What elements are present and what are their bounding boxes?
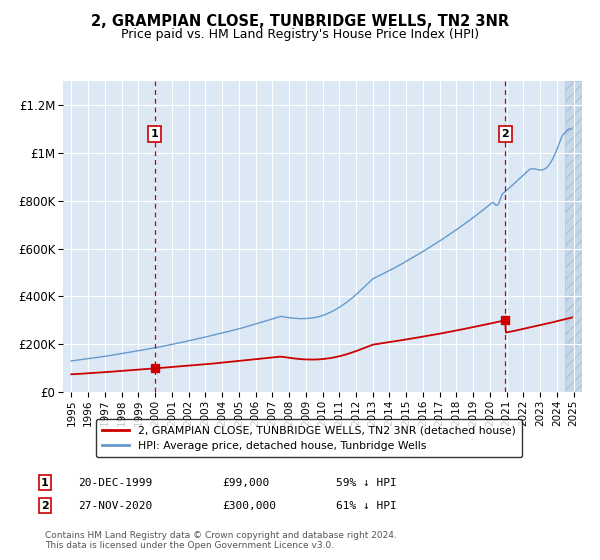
- Legend: 2, GRAMPIAN CLOSE, TUNBRIDGE WELLS, TN2 3NR (detached house), HPI: Average price: 2, GRAMPIAN CLOSE, TUNBRIDGE WELLS, TN2 …: [95, 419, 523, 458]
- Text: 2: 2: [41, 501, 49, 511]
- 2, GRAMPIAN CLOSE, TUNBRIDGE WELLS, TN2 3NR (detached house): [363, 344, 370, 351]
- Line: 2, GRAMPIAN CLOSE, TUNBRIDGE WELLS, TN2 3NR (detached house): 2, GRAMPIAN CLOSE, TUNBRIDGE WELLS, TN2 …: [71, 318, 572, 374]
- Text: 2, GRAMPIAN CLOSE, TUNBRIDGE WELLS, TN2 3NR: 2, GRAMPIAN CLOSE, TUNBRIDGE WELLS, TN2 …: [91, 14, 509, 29]
- 2, GRAMPIAN CLOSE, TUNBRIDGE WELLS, TN2 3NR (detached house): [568, 314, 575, 321]
- Line: HPI: Average price, detached house, Tunbridge Wells: HPI: Average price, detached house, Tunb…: [71, 129, 572, 361]
- Text: 27-NOV-2020: 27-NOV-2020: [78, 501, 152, 511]
- HPI: Average price, detached house, Tunbridge Wells: (2.02e+03, 1.1e+06): Average price, detached house, Tunbridge…: [568, 125, 575, 132]
- Text: £99,000: £99,000: [222, 478, 269, 488]
- Text: Contains HM Land Registry data © Crown copyright and database right 2024.
This d: Contains HM Land Registry data © Crown c…: [45, 531, 397, 550]
- Text: 1: 1: [41, 478, 49, 488]
- Text: 1: 1: [151, 129, 158, 139]
- 2, GRAMPIAN CLOSE, TUNBRIDGE WELLS, TN2 3NR (detached house): [157, 365, 164, 371]
- Bar: [565, 81, 582, 392]
- 2, GRAMPIAN CLOSE, TUNBRIDGE WELLS, TN2 3NR (detached house): [445, 329, 452, 335]
- Text: 20-DEC-1999: 20-DEC-1999: [78, 478, 152, 488]
- Text: 61% ↓ HPI: 61% ↓ HPI: [336, 501, 397, 511]
- Text: Price paid vs. HM Land Registry's House Price Index (HPI): Price paid vs. HM Land Registry's House …: [121, 28, 479, 41]
- 2, GRAMPIAN CLOSE, TUNBRIDGE WELLS, TN2 3NR (detached house): [68, 371, 75, 377]
- HPI: Average price, detached house, Tunbridge Wells: (2.01e+03, 5.45e+05): Average price, detached house, Tunbridge…: [402, 258, 409, 265]
- 2, GRAMPIAN CLOSE, TUNBRIDGE WELLS, TN2 3NR (detached house): [196, 361, 203, 368]
- HPI: Average price, detached house, Tunbridge Wells: (2.02e+03, 6.56e+05): Average price, detached house, Tunbridge…: [445, 232, 452, 239]
- Text: 2: 2: [502, 129, 509, 139]
- 2, GRAMPIAN CLOSE, TUNBRIDGE WELLS, TN2 3NR (detached house): [294, 356, 301, 362]
- HPI: Average price, detached house, Tunbridge Wells: (2e+03, 1.3e+05): Average price, detached house, Tunbridge…: [68, 357, 75, 364]
- 2, GRAMPIAN CLOSE, TUNBRIDGE WELLS, TN2 3NR (detached house): [402, 336, 409, 343]
- HPI: Average price, detached house, Tunbridge Wells: (2.01e+03, 4.48e+05): Average price, detached house, Tunbridge…: [363, 282, 370, 288]
- Text: £300,000: £300,000: [222, 501, 276, 511]
- HPI: Average price, detached house, Tunbridge Wells: (2.01e+03, 3.07e+05): Average price, detached house, Tunbridge…: [294, 315, 301, 322]
- HPI: Average price, detached house, Tunbridge Wells: (2e+03, 2.25e+05): Average price, detached house, Tunbridge…: [196, 335, 203, 342]
- HPI: Average price, detached house, Tunbridge Wells: (2.02e+03, 1.1e+06): Average price, detached house, Tunbridge…: [566, 125, 573, 132]
- HPI: Average price, detached house, Tunbridge Wells: (2e+03, 1.89e+05): Average price, detached house, Tunbridge…: [157, 343, 164, 350]
- Text: 59% ↓ HPI: 59% ↓ HPI: [336, 478, 397, 488]
